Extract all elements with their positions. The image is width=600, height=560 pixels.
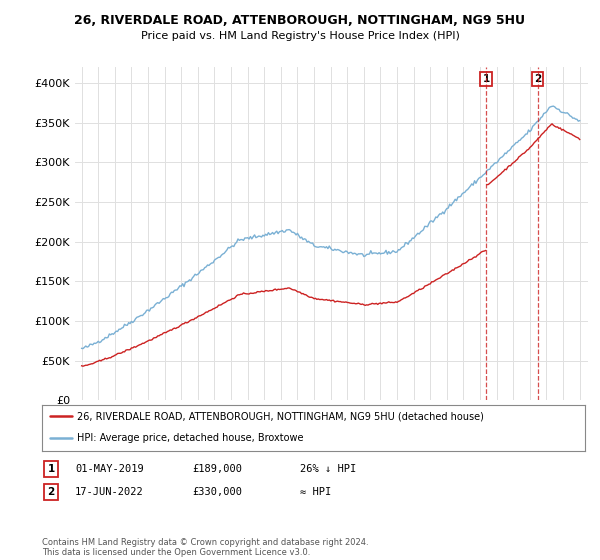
- Text: 01-MAY-2019: 01-MAY-2019: [75, 464, 144, 474]
- Text: HPI: Average price, detached house, Broxtowe: HPI: Average price, detached house, Brox…: [77, 433, 304, 443]
- Text: 2: 2: [534, 74, 541, 84]
- Text: £330,000: £330,000: [192, 487, 242, 497]
- Text: Price paid vs. HM Land Registry's House Price Index (HPI): Price paid vs. HM Land Registry's House …: [140, 31, 460, 41]
- Text: 17-JUN-2022: 17-JUN-2022: [75, 487, 144, 497]
- Text: 1: 1: [482, 74, 490, 84]
- Text: 2: 2: [47, 487, 55, 497]
- Text: £189,000: £189,000: [192, 464, 242, 474]
- Text: 26, RIVERDALE ROAD, ATTENBOROUGH, NOTTINGHAM, NG9 5HU: 26, RIVERDALE ROAD, ATTENBOROUGH, NOTTIN…: [74, 14, 526, 27]
- Text: 1: 1: [47, 464, 55, 474]
- Text: 26, RIVERDALE ROAD, ATTENBOROUGH, NOTTINGHAM, NG9 5HU (detached house): 26, RIVERDALE ROAD, ATTENBOROUGH, NOTTIN…: [77, 412, 484, 421]
- Text: ≈ HPI: ≈ HPI: [300, 487, 331, 497]
- Text: 26% ↓ HPI: 26% ↓ HPI: [300, 464, 356, 474]
- Text: Contains HM Land Registry data © Crown copyright and database right 2024.
This d: Contains HM Land Registry data © Crown c…: [42, 538, 368, 557]
